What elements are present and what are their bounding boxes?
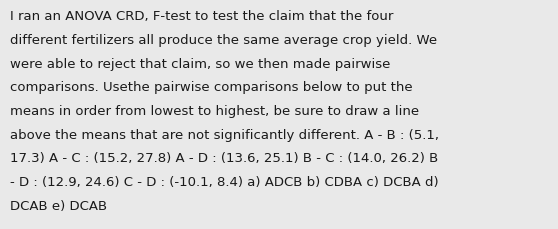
Text: I ran an ANOVA CRD, F-test to test the claim that the four: I ran an ANOVA CRD, F-test to test the c… — [10, 10, 393, 23]
Text: 17.3) A - C : (15.2, 27.8) A - D : (13.6, 25.1) B - C : (14.0, 26.2) B: 17.3) A - C : (15.2, 27.8) A - D : (13.6… — [10, 152, 438, 165]
Text: - D : (12.9, 24.6) C - D : (-10.1, 8.4) a) ADCB b) CDBA c) DCBA d): - D : (12.9, 24.6) C - D : (-10.1, 8.4) … — [10, 175, 439, 188]
Text: above the means that are not significantly different. A - B : (5.1,: above the means that are not significant… — [10, 128, 439, 141]
Text: means in order from lowest to highest, be sure to draw a line: means in order from lowest to highest, b… — [10, 105, 419, 118]
Text: different fertilizers all produce the same average crop yield. We: different fertilizers all produce the sa… — [10, 34, 437, 47]
Text: were able to reject that claim, so we then made pairwise: were able to reject that claim, so we th… — [10, 57, 391, 71]
Text: DCAB e) DCAB: DCAB e) DCAB — [10, 199, 107, 212]
Text: comparisons. Usethe pairwise comparisons below to put the: comparisons. Usethe pairwise comparisons… — [10, 81, 413, 94]
